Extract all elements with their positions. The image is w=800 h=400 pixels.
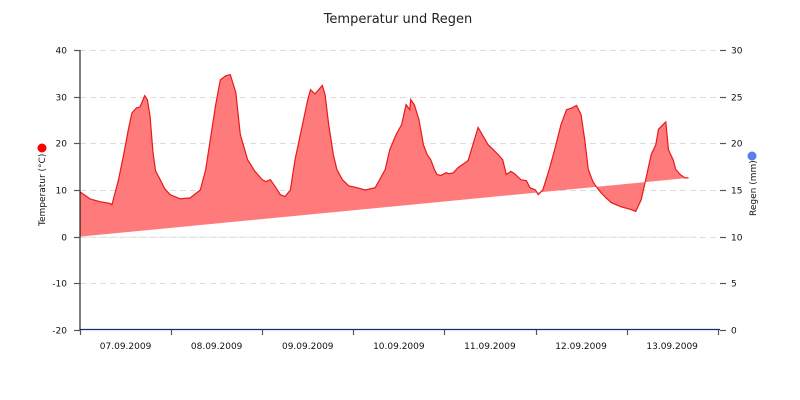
x-tick-label: 12.09.2009 <box>555 342 607 352</box>
y-left-tick-label: 20 <box>56 140 68 150</box>
temperature-line <box>79 73 689 213</box>
y-axis-left-ticks: 40 30 20 10 0 -10 -20 <box>52 47 80 337</box>
y-axis-left-label: Temperatur (°C) <box>38 154 48 227</box>
x-tick-label: 09.09.2009 <box>282 342 334 352</box>
x-tick-label: 13.09.2009 <box>646 342 698 352</box>
y-axis-right-ticks: 30 25 20 15 10 5 0 <box>720 47 743 337</box>
y-right-tick-label: 5 <box>731 280 737 290</box>
y-left-tick-label: 10 <box>56 187 68 197</box>
x-axis-ticks: 07.09.2009 08.09.2009 09.09.2009 10.09.2009… <box>79 330 720 352</box>
legend-rain-dot-icon <box>747 151 757 161</box>
y-left-tick-label: 0 <box>61 234 67 244</box>
x-tick-label: 10.09.2009 <box>373 342 425 352</box>
x-tick-label: 08.09.2009 <box>191 342 243 352</box>
y-axis-right-title: Regen (mm) <box>747 151 759 216</box>
y-axis-right-label: Regen (mm) <box>749 160 759 216</box>
y-right-tick-label: 0 <box>731 327 737 337</box>
y-left-tick-label: -10 <box>52 280 67 290</box>
y-right-tick-label: 10 <box>731 234 743 244</box>
x-tick-label: 11.09.2009 <box>464 342 516 352</box>
y-left-tick-label: -20 <box>52 327 67 337</box>
chart-title: Temperatur und Regen <box>323 12 473 27</box>
temperature-area-fill <box>80 74 689 237</box>
y-right-tick-label: 20 <box>731 140 743 150</box>
temperature-area <box>79 73 697 238</box>
y-axis-left-title: Temperatur (°C) <box>37 143 48 227</box>
x-tick-label: 07.09.2009 <box>100 342 152 352</box>
y-left-tick-label: 40 <box>56 47 68 57</box>
y-right-tick-label: 15 <box>731 187 742 197</box>
y-right-tick-label: 25 <box>731 94 742 104</box>
y-right-tick-label: 30 <box>731 47 743 57</box>
y-left-tick-label: 30 <box>56 94 68 104</box>
legend-temperature-dot-icon <box>37 143 47 153</box>
